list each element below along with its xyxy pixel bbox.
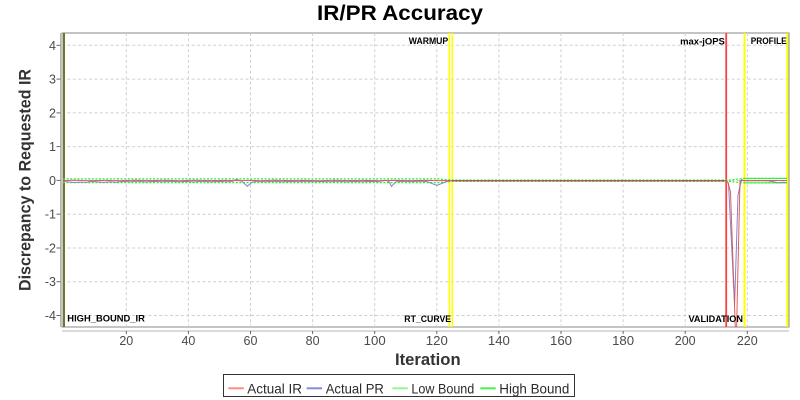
svg-text:High Bound: High Bound: [499, 381, 569, 397]
svg-text:-4: -4: [45, 309, 56, 323]
svg-text:80: 80: [306, 334, 320, 348]
svg-text:-3: -3: [45, 275, 56, 289]
svg-text:140: 140: [488, 334, 510, 348]
svg-text:4: 4: [49, 39, 56, 53]
svg-text:160: 160: [550, 334, 572, 348]
svg-text:Actual IR: Actual IR: [247, 381, 302, 397]
svg-text:2: 2: [49, 106, 56, 120]
svg-text:Iteration: Iteration: [395, 351, 461, 369]
svg-text:20: 20: [119, 334, 133, 348]
svg-text:60: 60: [244, 334, 258, 348]
svg-text:200: 200: [675, 334, 696, 348]
svg-text:Discrepancy to Requested IR: Discrepancy to Requested IR: [16, 69, 35, 291]
svg-text:max-jOPS: max-jOPS: [680, 36, 725, 46]
svg-text:VALIDATION: VALIDATION: [689, 314, 744, 324]
svg-text:3: 3: [49, 73, 56, 87]
svg-text:1: 1: [49, 140, 56, 154]
svg-text:40: 40: [181, 334, 195, 348]
svg-text:220: 220: [737, 334, 758, 348]
svg-text:-1: -1: [45, 208, 56, 222]
svg-text:Actual PR: Actual PR: [326, 381, 384, 397]
svg-text:HIGH_BOUND_IR: HIGH_BOUND_IR: [67, 314, 145, 324]
svg-text:0: 0: [49, 174, 56, 188]
svg-text:PROFILE: PROFILE: [751, 36, 787, 46]
svg-text:120: 120: [426, 334, 448, 348]
svg-text:180: 180: [612, 334, 634, 348]
svg-text:100: 100: [364, 334, 386, 348]
svg-text:-2: -2: [45, 242, 56, 256]
svg-text:Low Bound: Low Bound: [411, 381, 474, 397]
svg-text:WARMUP: WARMUP: [409, 36, 448, 46]
svg-text:RT_CURVE: RT_CURVE: [404, 314, 451, 324]
svg-text:IR/PR Accuracy: IR/PR Accuracy: [317, 2, 483, 25]
